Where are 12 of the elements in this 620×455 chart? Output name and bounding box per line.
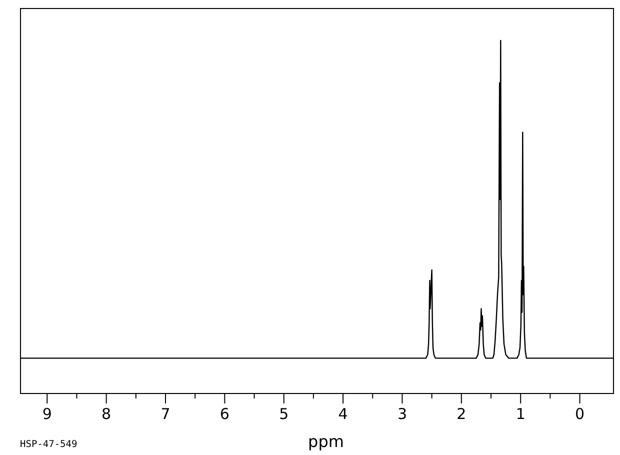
x-axis-title: ppm — [308, 432, 344, 451]
x-tick-label: 7 — [160, 405, 170, 424]
text: HSP-47-549 — [20, 439, 78, 450]
x-tick-label: 8 — [102, 405, 112, 424]
x-tick-label: 2 — [456, 405, 466, 424]
x-tick-label: 1 — [516, 405, 526, 424]
x-tick-label: 0 — [574, 405, 585, 424]
x-tick-label: 3 — [397, 405, 407, 424]
x-tick-label: 6 — [220, 405, 230, 424]
x-tick-label: 4 — [338, 405, 348, 424]
x-tick-label: 5 — [279, 405, 289, 424]
x-tick-label: 9 — [42, 405, 52, 424]
